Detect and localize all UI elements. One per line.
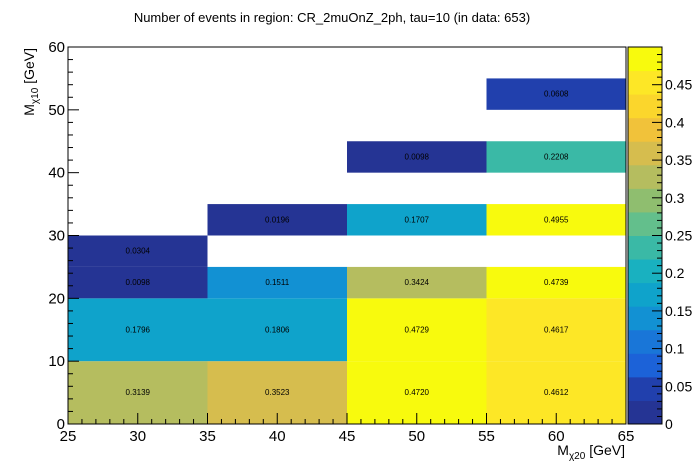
z-tick-label: 0.15 xyxy=(665,303,692,319)
color-bar-segment xyxy=(628,282,662,307)
heatmap-cell xyxy=(347,204,487,236)
z-tick-label: 0.3 xyxy=(665,190,685,206)
y-tick-label: 50 xyxy=(48,102,65,119)
y-tick-label: 0 xyxy=(57,416,65,433)
cell-value-label: 0.0196 xyxy=(265,215,290,224)
heatmap-cell xyxy=(486,266,626,299)
x-tick-label: 40 xyxy=(269,428,286,445)
cell-value-label: 0.1707 xyxy=(405,215,430,224)
cell-value-label: 0.4720 xyxy=(405,388,430,397)
x-tick-label: 55 xyxy=(478,428,495,445)
x-axis-label-sub: χ20 xyxy=(569,451,586,462)
cell-value-label: 0.0304 xyxy=(126,247,151,256)
cell-value-label: 0.3523 xyxy=(265,388,290,397)
heatmap-cell xyxy=(347,266,487,299)
heatmap-cell xyxy=(347,141,487,173)
heatmap-cell xyxy=(68,235,208,267)
heatmap-cells xyxy=(68,78,626,424)
cell-value-label: 0.0098 xyxy=(126,278,151,287)
x-tick-label: 30 xyxy=(129,428,146,445)
z-tick-label: 0.2 xyxy=(665,265,685,281)
cell-value-label: 0.1511 xyxy=(265,278,289,287)
heatmap-cell xyxy=(486,141,626,173)
y-axis-label-main: M xyxy=(21,104,37,116)
x-tick-label: 25 xyxy=(60,428,77,445)
color-bar-segment xyxy=(628,376,662,401)
color-bar-segment xyxy=(628,235,662,260)
cell-value-label: 0.4612 xyxy=(544,388,569,397)
cell-value-label: 0.0608 xyxy=(544,90,569,99)
heatmap-cell xyxy=(486,298,626,362)
z-tick-label: 0.4 xyxy=(665,114,685,130)
color-bar-segment xyxy=(628,164,662,189)
heatmap-cell xyxy=(486,204,626,236)
y-axis-label-unit: [GeV] xyxy=(21,48,37,88)
cell-value-label: 0.2208 xyxy=(544,152,569,161)
heatmap-cell xyxy=(486,78,626,110)
cell-value-label: 0.4739 xyxy=(544,278,569,287)
color-bar-segment xyxy=(628,188,662,213)
color-bar-segment xyxy=(628,211,662,236)
x-axis-label: Mχ20 [GeV] xyxy=(557,442,625,462)
z-tick-label: 0 xyxy=(665,416,673,432)
color-bar-segment xyxy=(628,117,662,142)
x-tick-label: 65 xyxy=(618,428,635,445)
color-bar-segment xyxy=(628,94,662,119)
heatmap-cell xyxy=(68,298,208,362)
x-axis-label-main: M xyxy=(557,442,569,458)
y-axis-label-sub: χ10 xyxy=(30,87,41,104)
color-bar-segment xyxy=(628,141,662,166)
color-bar-segment xyxy=(628,70,662,95)
cell-value-label: 0.3424 xyxy=(405,278,430,287)
cell-value-label: 0.4617 xyxy=(544,325,569,334)
color-bar: 0 0.05 0.1 0.15 0.2 0.25 0.3 0.35 0.4 0.45 xyxy=(627,46,692,432)
x-axis: 25 30 35 40 45 50 55 60 65 xyxy=(60,413,635,445)
z-tick-label: 0.1 xyxy=(665,341,685,357)
x-tick-label: 60 xyxy=(548,428,565,445)
chart-title: Number of events in region: CR_2muOnZ_2p… xyxy=(134,10,530,25)
heatmap-cell xyxy=(68,266,208,299)
y-axis: 0 10 20 30 40 50 60 xyxy=(48,39,79,433)
color-bar-segment xyxy=(628,353,662,378)
color-bar-segment xyxy=(628,306,662,331)
x-axis-label-unit: [GeV] xyxy=(585,442,625,458)
x-tick-label: 45 xyxy=(339,428,356,445)
color-bar-segment xyxy=(628,329,662,354)
heatmap-cell xyxy=(207,298,347,362)
y-tick-label: 30 xyxy=(48,228,65,245)
cell-value-label: 0.1796 xyxy=(126,325,151,334)
z-tick-label: 0.45 xyxy=(665,77,692,93)
cell-value-label: 0.4729 xyxy=(405,325,430,334)
x-tick-label: 35 xyxy=(199,428,216,445)
z-tick-label: 0.35 xyxy=(665,152,692,168)
color-bar-segment xyxy=(628,47,662,72)
x-tick-label: 50 xyxy=(408,428,425,445)
y-axis-label: Mχ10 [GeV] xyxy=(21,48,41,116)
y-tick-label: 20 xyxy=(48,290,65,307)
cell-value-label: 0.1806 xyxy=(265,325,290,334)
y-tick-label: 60 xyxy=(48,39,65,56)
heatmap-cell xyxy=(207,204,347,236)
z-tick-label: 0.25 xyxy=(665,228,692,244)
y-tick-label: 40 xyxy=(48,165,65,182)
z-tick-label: 0.05 xyxy=(665,378,692,394)
cell-value-label: 0.0098 xyxy=(405,152,430,161)
heatmap-cell xyxy=(347,298,487,362)
y-tick-label: 10 xyxy=(48,353,65,370)
heatmap-cell xyxy=(207,266,347,299)
color-bar-segment xyxy=(628,400,662,425)
cell-value-label: 0.3139 xyxy=(126,388,151,397)
color-bar-segment xyxy=(628,259,662,284)
cell-value-label: 0.4955 xyxy=(544,215,569,224)
cell-labels: 0.3139 0.3523 0.4720 0.4612 0.1796 0.1806 0.47… xyxy=(126,90,570,397)
